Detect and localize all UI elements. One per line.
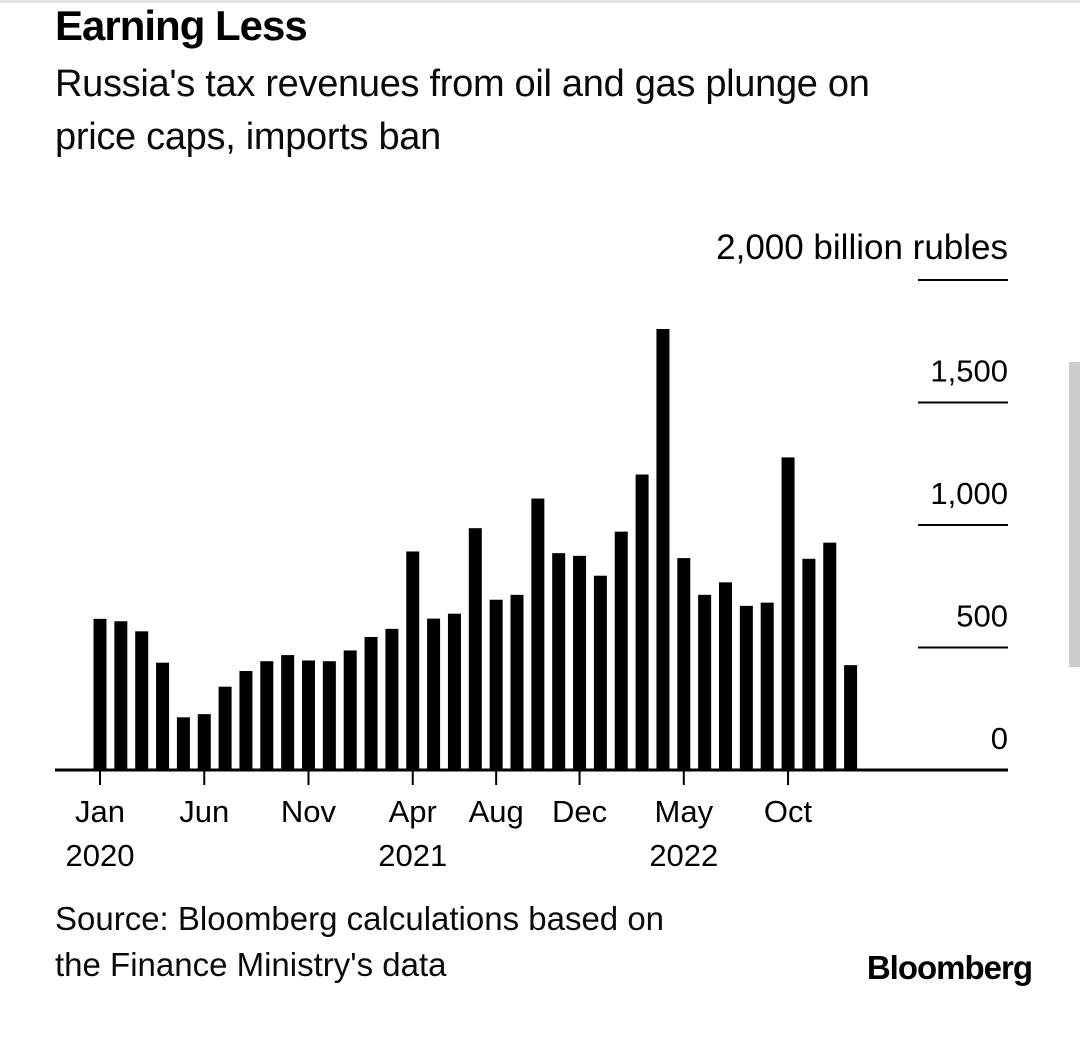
bar xyxy=(823,542,837,770)
x-axis-tick-label: May xyxy=(655,794,714,829)
bar xyxy=(427,618,441,770)
bar xyxy=(364,636,378,770)
bar xyxy=(844,665,858,770)
bar xyxy=(218,686,232,770)
bar xyxy=(635,474,649,770)
source-note-line-2: the Finance Ministry's data xyxy=(55,946,447,983)
x-axis-tick-label: Jan xyxy=(75,794,125,829)
bar xyxy=(552,553,566,770)
source-note-line-1: Source: Bloomberg calculations based on xyxy=(55,900,665,937)
bar xyxy=(739,605,753,770)
bar xyxy=(677,558,691,770)
chart-subtitle: Russia's tax revenues from oil and gas p… xyxy=(55,58,870,164)
bloomberg-logo: Bloomberg xyxy=(866,949,1033,986)
top-border-divider xyxy=(0,0,1080,3)
bar xyxy=(760,602,774,770)
bar xyxy=(176,717,190,770)
bar xyxy=(593,575,607,770)
chart-subtitle-line-1: Russia's tax revenues from oil and gas p… xyxy=(55,63,870,105)
bar xyxy=(719,582,732,770)
bar xyxy=(343,650,357,770)
bar xyxy=(468,528,482,770)
bar xyxy=(802,558,816,770)
bar xyxy=(510,594,524,770)
vertical-scrollbar-thumb[interactable] xyxy=(1069,362,1080,667)
bar xyxy=(239,671,253,770)
bar xyxy=(573,555,587,770)
bar xyxy=(698,594,712,770)
x-axis-year-label: 2020 xyxy=(66,838,135,873)
bar xyxy=(93,618,107,770)
bar xyxy=(197,714,211,770)
bar xyxy=(614,531,628,770)
x-axis-tick-label: Apr xyxy=(389,794,437,829)
bar xyxy=(406,551,420,770)
y-axis-tick-label: 500 xyxy=(956,599,1008,634)
bar xyxy=(447,613,461,770)
y-axis-tick-label: 1,500 xyxy=(930,354,1008,389)
y-axis-unit-label: 2,000 billion rubles xyxy=(716,228,1008,267)
x-axis-year-label: 2022 xyxy=(649,838,718,873)
bar xyxy=(531,498,545,770)
x-axis-tick-label: Jun xyxy=(179,794,229,829)
bar xyxy=(156,662,170,770)
x-axis-tick-label: Oct xyxy=(764,794,813,829)
bar xyxy=(135,631,149,770)
source-note: Source: Bloomberg calculations based on … xyxy=(55,896,664,988)
bar xyxy=(489,599,503,771)
bar xyxy=(114,621,128,770)
chart-title: Earning Less xyxy=(55,2,308,49)
x-axis-tick-label: Dec xyxy=(552,794,607,829)
x-axis-tick-label: Nov xyxy=(281,794,337,829)
bar xyxy=(385,628,399,770)
x-axis-year-label: 2021 xyxy=(378,838,447,873)
y-axis-tick-label: 0 xyxy=(991,721,1008,756)
bar xyxy=(781,457,795,770)
bar xyxy=(260,661,274,770)
chart-subtitle-line-2: price caps, imports ban xyxy=(55,116,441,158)
y-axis-tick-label: 1,000 xyxy=(930,476,1008,511)
bar xyxy=(281,655,295,771)
bar xyxy=(302,660,315,771)
bar xyxy=(322,661,336,770)
bar xyxy=(656,329,670,770)
x-axis-tick-label: Aug xyxy=(469,794,524,829)
